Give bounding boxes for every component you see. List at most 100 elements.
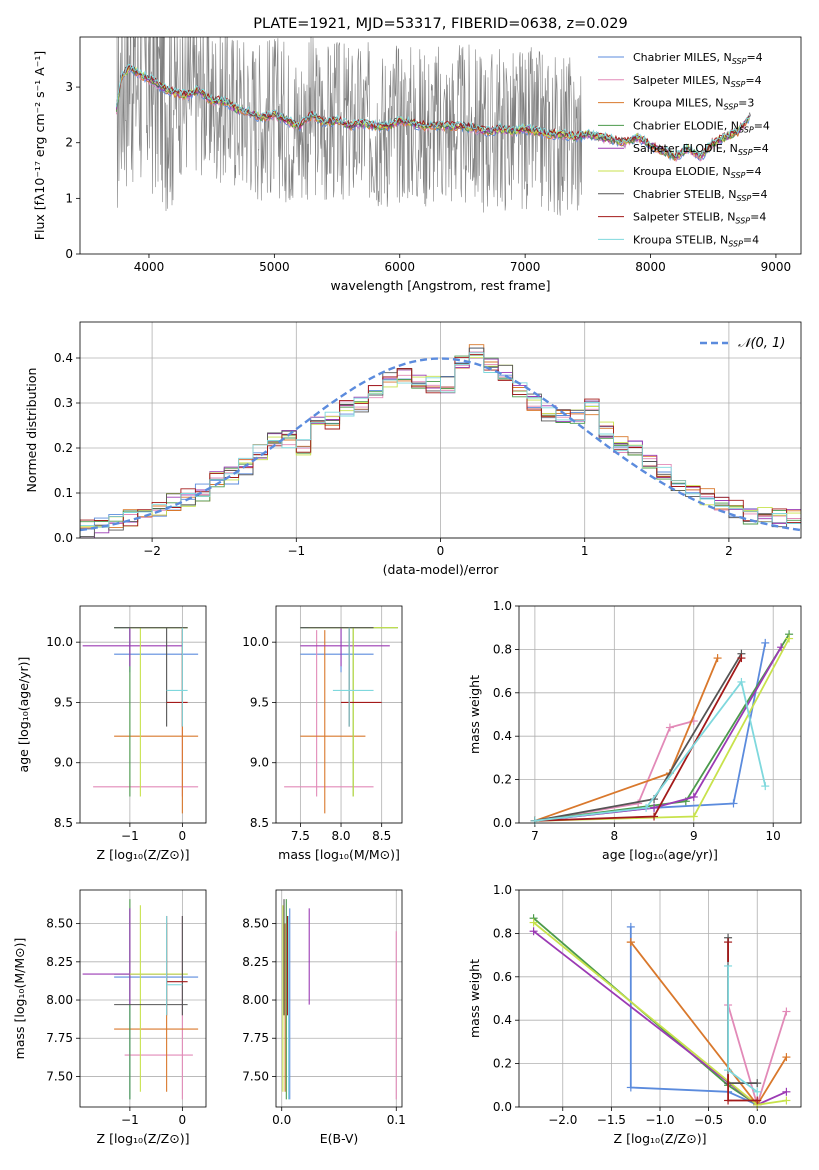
y-tick-label: 9.5 xyxy=(54,695,73,709)
axes-frame xyxy=(79,605,207,824)
x-tick-label: 5000 xyxy=(259,260,290,274)
y-tick-label: 7.75 xyxy=(242,1031,269,1045)
y-tick-label: 9.0 xyxy=(54,756,73,770)
y-tick-label: 2 xyxy=(65,136,73,150)
y-tick-label: 0.8 xyxy=(493,642,512,656)
x-tick-label: −1 xyxy=(121,1113,139,1127)
y-tick-label: 0.0 xyxy=(493,1100,512,1114)
y-tick-label: 0.1 xyxy=(54,486,73,500)
y-tick-label: 1.0 xyxy=(493,883,512,897)
weight-line-kroupa-stelib xyxy=(534,679,767,822)
residuals-panel: −2 −1 0 1 2 0.0 0.1 0.2 0.3 0.4 (data-model)/error… xyxy=(24,321,802,577)
y-axis-label: age [log₁₀(age/yr)] xyxy=(16,657,31,773)
weight-line-chabrier-stelib xyxy=(534,653,743,822)
y-tick-label: 0.6 xyxy=(493,970,512,984)
y-tick-label: 7.50 xyxy=(242,1069,269,1083)
x-axis-label: Z [log₁₀(Z/Z⊙)] xyxy=(614,1131,707,1146)
y-tick-label: 0.4 xyxy=(493,1013,512,1027)
age-vs-mass-panel: 7.5 8.0 8.5 8.5 9.0 9.5 10.0 mass [log₁₀(M/M⊙)] xyxy=(242,605,403,862)
x-tick-label: 0.0 xyxy=(272,1113,291,1127)
x-tick-label: 0 xyxy=(179,829,187,843)
y-tick-label: 7.75 xyxy=(46,1031,73,1045)
x-axis-label: Z [log₁₀(Z/Z⊙)] xyxy=(97,847,190,862)
y-axis-label: Flux [fλ10⁻¹⁷ erg cm⁻² s⁻¹ A⁻¹] xyxy=(32,51,47,240)
x-tick-label: 8.5 xyxy=(372,829,391,843)
mass-vs-Z-panel: −1 0 7.50 7.75 8.00 8.25 8.50 Z [log₁₀(Z/Z⊙)] ma… xyxy=(12,889,207,1146)
age-vs-Z-panel: −1 0 8.5 9.0 9.5 10.0 Z [log₁₀(Z/Z⊙)] age [log₁… xyxy=(16,605,207,862)
x-axis-label: E(B-V) xyxy=(320,1131,359,1146)
axes-frame xyxy=(275,605,403,824)
axes-frame xyxy=(518,605,802,824)
legend-label: Salpeter MILES, NSSP=4 xyxy=(633,74,762,89)
weight-vs-age-panel: 7 8 9 10 0.0 0.2 0.4 0.6 0.8 1.0 age [log₁₀(age/yr… xyxy=(467,599,802,862)
weight-line-kroupa-stelib xyxy=(727,966,758,1093)
y-tick-label: 0.4 xyxy=(493,729,512,743)
weight-line-salpeter-elodie xyxy=(534,646,782,822)
spectrum-panel: 4000 5000 6000 7000 8000 9000 0 1 2 3 wavelength [… xyxy=(32,16,802,293)
x-tick-label: 6000 xyxy=(384,260,415,274)
normal-curve xyxy=(79,357,802,532)
x-axis-label: Z [log₁₀(Z/Z⊙)] xyxy=(97,1131,190,1146)
axes-frame xyxy=(518,889,802,1108)
weight-line-salpeter-stelib xyxy=(534,657,743,822)
y-tick-label: 0.0 xyxy=(493,816,512,830)
weight-line-chabrier-stelib xyxy=(727,937,758,1084)
x-axis-label: mass [log₁₀(M/M⊙)] xyxy=(278,847,400,862)
axes-frame xyxy=(79,321,802,539)
y-tick-label: 0.0 xyxy=(54,531,73,545)
y-tick-label: 10.0 xyxy=(242,635,269,649)
x-axis-label: (data-model)/error xyxy=(383,562,500,577)
y-tick-label: 8.00 xyxy=(46,993,73,1007)
y-tick-label: 9.5 xyxy=(250,695,269,709)
chart-title: PLATE=1921, MJD=53317, FIBERID=0638, z=0… xyxy=(253,16,627,32)
y-axis-label: Normed distribution xyxy=(24,368,39,493)
legend-label: Chabrier STELIB, NSSP=4 xyxy=(633,188,767,203)
weight-line-kroupa-elodie xyxy=(534,638,790,822)
x-tick-label: −1 xyxy=(121,829,139,843)
y-tick-label: 1 xyxy=(65,191,73,205)
y-axis-label: mass weight xyxy=(467,959,482,1038)
x-tick-label: −1 xyxy=(287,544,305,558)
x-tick-label: 8000 xyxy=(635,260,666,274)
x-tick-label: 9000 xyxy=(761,260,792,274)
y-tick-label: 0.4 xyxy=(54,351,73,365)
x-tick-label: −1.5 xyxy=(597,1113,626,1127)
legend-label: Kroupa MILES, NSSP=3 xyxy=(633,97,754,112)
legend-label: Salpeter STELIB, NSSP=4 xyxy=(633,211,766,226)
x-tick-label: 0.0 xyxy=(748,1113,767,1127)
x-tick-label: 8 xyxy=(611,829,619,843)
y-axis-label: mass weight xyxy=(467,675,482,754)
histogram-salpeter-stelib xyxy=(80,354,801,538)
y-tick-label: 0.2 xyxy=(493,773,512,787)
x-tick-label: −2.0 xyxy=(548,1113,577,1127)
y-tick-label: 0.3 xyxy=(54,396,73,410)
y-tick-label: 8.25 xyxy=(46,955,73,969)
x-tick-label: −0.5 xyxy=(694,1113,723,1127)
weight-vs-Z-panel: −2.0 −1.5 −1.0 −0.5 0.0 0.0 0.2 0.4 0.6 0.8 1.0 Z [… xyxy=(467,883,802,1146)
y-tick-label: 7.50 xyxy=(46,1069,73,1083)
x-tick-label: 0 xyxy=(179,1113,187,1127)
y-tick-label: 0.8 xyxy=(493,926,512,940)
legend-label: Kroupa ELODIE, NSSP=4 xyxy=(633,165,762,180)
y-tick-label: 8.00 xyxy=(242,993,269,1007)
x-tick-label: 7000 xyxy=(510,260,541,274)
y-tick-label: 0.2 xyxy=(54,441,73,455)
axes-frame xyxy=(275,889,403,1108)
x-tick-label: 1 xyxy=(581,544,589,558)
mass-vs-EBV-panel: 0.0 0.1 7.50 7.75 8.00 8.25 8.50 E(B-V) xyxy=(242,889,406,1146)
legend-label: Salpeter ELODIE, NSSP=4 xyxy=(633,142,769,157)
y-tick-label: 0.2 xyxy=(493,1057,512,1071)
x-tick-label: −1.0 xyxy=(645,1113,674,1127)
x-tick-label: 0.1 xyxy=(387,1113,406,1127)
legend-label: 𝒩(0, 1) xyxy=(738,336,785,351)
axes-frame xyxy=(79,889,207,1108)
legend-label: Chabrier ELODIE, NSSP=4 xyxy=(633,119,770,134)
legend-label: Chabrier MILES, NSSP=4 xyxy=(633,51,763,66)
x-axis-label: age [log₁₀(age/yr)] xyxy=(602,847,718,862)
x-tick-label: 2 xyxy=(725,544,733,558)
x-tick-label: 0 xyxy=(437,544,445,558)
x-tick-label: 7.5 xyxy=(291,829,310,843)
y-tick-label: 8.25 xyxy=(242,955,269,969)
x-tick-label: 9 xyxy=(690,829,698,843)
